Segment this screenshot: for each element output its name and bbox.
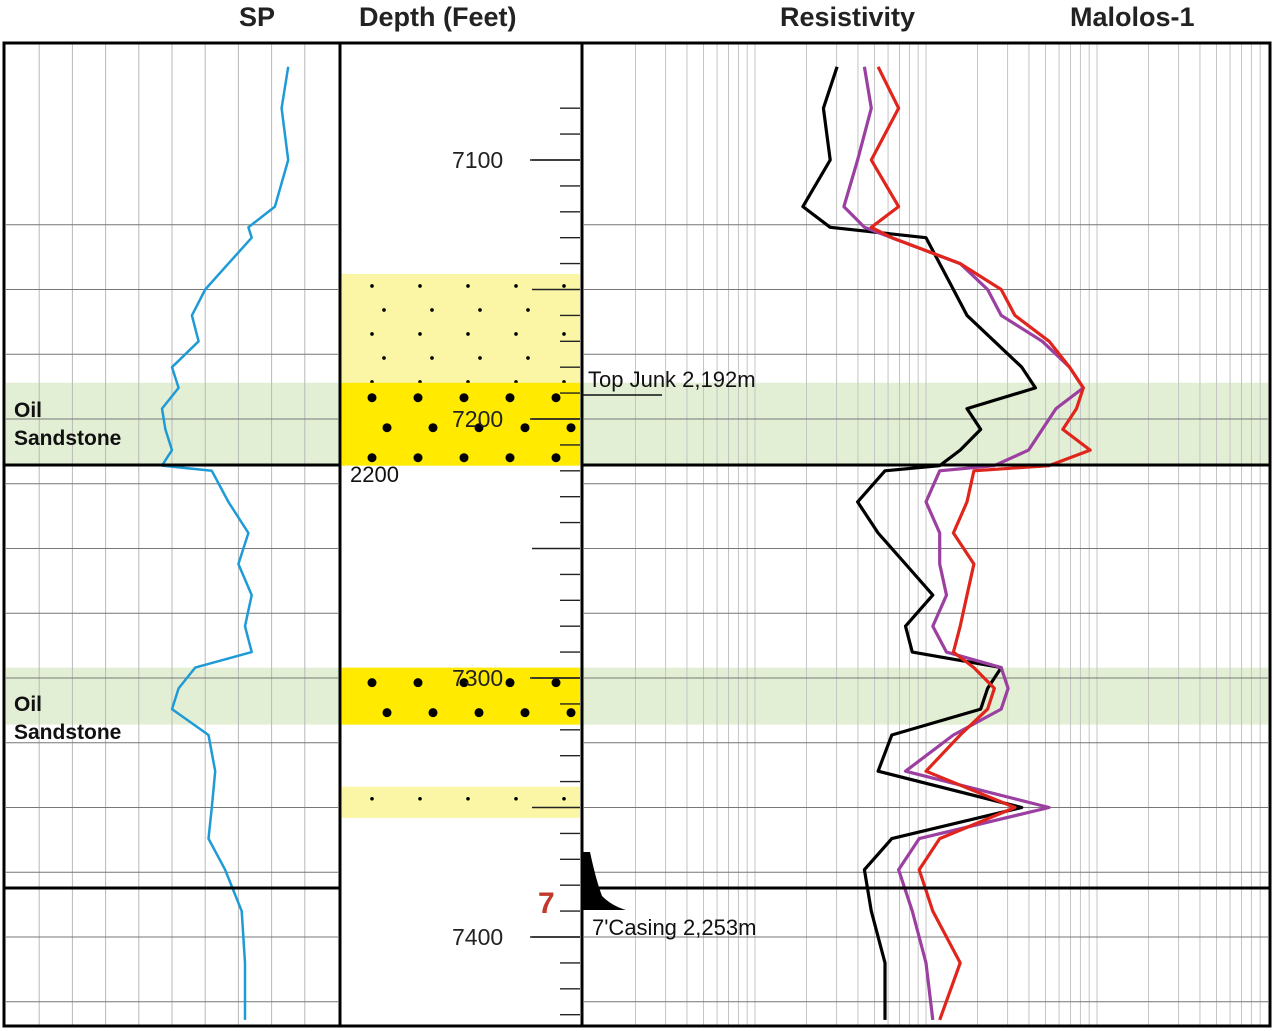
oil-zone-1-label-line1: Oil [14,399,42,422]
resistivity-header: Resistivity [780,2,915,32]
sand-dot [526,356,530,360]
depth-label-7300: 7300 [452,665,503,691]
sand-dot [466,332,470,336]
sand-dot [551,678,561,688]
sand-dot [413,393,423,403]
depth-label-7100: 7100 [452,147,503,173]
sand-dot [459,453,469,463]
sandstone-bed-4 [342,786,580,818]
sand-dot [459,678,469,688]
sand-dot [526,308,530,312]
casing-annotation: 7'Casing 2,253m [592,915,756,940]
depth-label-7400: 7400 [452,924,503,950]
resistivity-track-grid [584,43,1268,1026]
oil-zone-2-label-line2: Sandstone [14,721,121,744]
sand-dot [413,453,423,463]
sand-dot [551,393,561,403]
sand-dot [370,332,374,336]
sand-dot [514,796,518,801]
sand-dot [478,308,482,312]
oil-zone-band-1 [6,382,1268,466]
sand-dot [466,796,470,801]
sand-dot [413,678,423,688]
sand-dot [459,393,469,403]
sand-dot [430,308,434,312]
medium-curve [842,66,1085,1021]
sandstone-bed-1 [342,273,580,383]
sand-dot [505,453,515,463]
oil-zone-band-2 [6,667,1268,725]
sand-dot [430,356,434,360]
sand-dot [562,796,566,801]
casing-shoe-icon [582,852,626,910]
sand-dot [478,356,482,360]
sand-dot [505,678,515,688]
oil-zone-1-label-line2: Sandstone [14,427,121,450]
oil-zones [6,382,1268,725]
depth-header: Depth (Feet) [359,2,517,32]
sand-dot [418,796,422,801]
sand-dot [514,332,518,336]
sand-dot [520,708,530,718]
sand-dot [520,423,530,433]
sand-dot [382,308,386,312]
sand-dot [566,423,576,433]
sand-dot [367,678,377,688]
sp-header: SP [239,2,275,32]
shallow-curve [869,66,1092,1021]
sand-dot [367,393,377,403]
sand-dot [562,332,566,336]
sand-dot [382,356,386,360]
lithology-column [342,273,580,818]
log-curves [160,66,1092,1021]
meter-marker-2200: 2200 [350,462,399,487]
zone-boundaries [4,463,1270,890]
sp-curve [160,66,290,1020]
sand-dot [428,708,438,718]
sandstone-bed-3 [342,667,580,725]
sand-dot [428,423,438,433]
sand-dot [551,453,561,463]
depth-label-7200: 7200 [452,406,503,432]
sand-dot [566,708,576,718]
oil-zone-2-label-line1: Oil [14,693,42,716]
sand-dot [367,453,377,463]
sand-dot [370,796,374,801]
sand-dot [474,423,484,433]
deep-curve [801,66,1038,1020]
sand-dot [505,393,515,403]
depth-scale: 7100 7200 7300 7400 [452,107,580,1016]
sand-dot [466,284,470,288]
sand-dot [562,284,566,288]
well-name: Malolos-1 [1070,2,1195,32]
sand-dot [474,708,484,718]
casing-size-label: 7 [538,887,555,920]
top-junk-annotation: Top Junk 2,192m [588,367,756,392]
sand-dot [370,284,374,288]
sand-dot [418,332,422,336]
sand-dot [382,423,392,433]
sand-dot [418,284,422,288]
sp-track-grid [6,43,338,1026]
sand-dot [382,708,392,718]
sand-dot [514,284,518,288]
